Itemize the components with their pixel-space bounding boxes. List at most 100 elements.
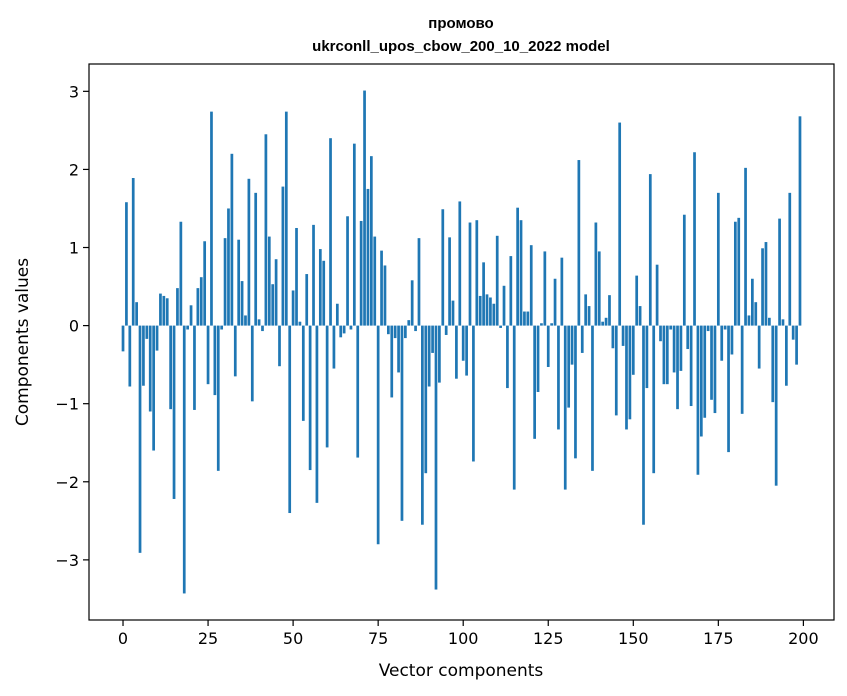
bar-155 xyxy=(648,174,652,326)
bar-65 xyxy=(342,325,346,334)
bar-13 xyxy=(165,298,169,326)
bar-30 xyxy=(223,238,227,326)
bar-36 xyxy=(244,315,247,326)
bar-195 xyxy=(785,325,788,386)
bar-116 xyxy=(516,207,519,326)
bar-0 xyxy=(121,325,125,352)
bar-63 xyxy=(335,303,339,326)
bar-165 xyxy=(682,214,686,326)
bar-22 xyxy=(196,288,200,326)
bar-77 xyxy=(383,265,387,326)
bar-112 xyxy=(502,285,506,326)
bar-19 xyxy=(186,325,190,330)
bar-147 xyxy=(621,325,625,346)
bar-166 xyxy=(686,325,690,350)
bar-106 xyxy=(482,262,485,326)
y-tick-label: −1 xyxy=(55,395,79,414)
bar-50 xyxy=(291,290,295,326)
bar-59 xyxy=(322,260,326,326)
bar-131 xyxy=(567,325,571,408)
bar-196 xyxy=(788,192,792,326)
bar-169 xyxy=(696,325,700,475)
bar-67 xyxy=(349,325,353,330)
bar-92 xyxy=(434,325,438,590)
bar-192 xyxy=(774,325,778,486)
bar-114 xyxy=(509,256,513,326)
bar-79 xyxy=(390,325,394,398)
bar-148 xyxy=(625,325,628,430)
chart-title-line-1: промово xyxy=(428,15,493,32)
bar-194 xyxy=(781,319,785,326)
bar-182 xyxy=(740,325,744,414)
y-tick-label: −3 xyxy=(55,551,79,570)
bar-71 xyxy=(363,90,366,326)
bar-146 xyxy=(618,122,622,326)
bar-127 xyxy=(553,278,557,326)
bar-33 xyxy=(233,325,237,377)
bar-86 xyxy=(414,325,417,332)
y-tick-label: 0 xyxy=(69,317,79,336)
chart-title-line-2: ukrconll_upos_cbow_200_10_2022 model xyxy=(312,38,610,55)
bar-97 xyxy=(451,300,455,326)
bar-152 xyxy=(638,306,642,326)
bar-82 xyxy=(400,325,404,521)
bar-6 xyxy=(142,325,145,386)
bar-42 xyxy=(264,134,268,326)
bar-85 xyxy=(410,280,414,326)
bar-158 xyxy=(659,325,662,342)
bar-35 xyxy=(240,281,244,326)
x-tick-label: 125 xyxy=(533,629,564,648)
bar-133 xyxy=(574,325,577,459)
bar-145 xyxy=(614,325,618,416)
bar-70 xyxy=(359,220,363,326)
bar-172 xyxy=(706,325,710,332)
bar-100 xyxy=(461,325,465,361)
bar-156 xyxy=(652,325,656,474)
bar-118 xyxy=(523,311,526,326)
y-axis-label: Components values xyxy=(13,258,33,426)
bar-175 xyxy=(716,192,720,326)
bar-84 xyxy=(407,320,411,326)
x-tick-label: 175 xyxy=(703,629,734,648)
bar-66 xyxy=(346,216,349,326)
bar-series xyxy=(121,90,802,594)
bar-104 xyxy=(475,220,479,326)
bar-144 xyxy=(611,325,615,349)
bar-159 xyxy=(662,325,666,385)
bar-91 xyxy=(431,325,434,353)
bar-11 xyxy=(159,293,162,326)
bar-14 xyxy=(169,325,172,410)
bar-190 xyxy=(768,317,771,326)
bar-94 xyxy=(441,209,445,326)
bar-161 xyxy=(669,325,673,330)
bar-105 xyxy=(478,295,482,326)
bar-17 xyxy=(179,221,183,326)
bar-45 xyxy=(274,259,278,326)
bar-76 xyxy=(380,250,383,326)
bar-134 xyxy=(577,160,581,326)
bar-62 xyxy=(332,325,336,369)
bar-113 xyxy=(506,325,509,389)
bar-132 xyxy=(570,325,574,365)
bar-72 xyxy=(366,188,370,326)
bar-120 xyxy=(529,245,533,326)
bar-177 xyxy=(723,325,727,330)
x-tick-label: 50 xyxy=(283,629,303,648)
bar-184 xyxy=(747,315,751,326)
bar-51 xyxy=(295,227,298,326)
bar-119 xyxy=(526,311,530,326)
bar-183 xyxy=(744,167,747,326)
bar-12 xyxy=(162,295,166,326)
bar-170 xyxy=(699,325,703,437)
bar-21 xyxy=(193,325,196,410)
bar-43 xyxy=(267,236,271,326)
bar-49 xyxy=(288,325,292,514)
bar-191 xyxy=(771,325,775,403)
y-tick-label: 3 xyxy=(69,82,79,101)
bar-107 xyxy=(485,294,489,326)
bar-26 xyxy=(210,111,213,326)
bar-75 xyxy=(376,325,380,545)
bar-153 xyxy=(642,325,645,525)
bar-56 xyxy=(312,224,315,326)
